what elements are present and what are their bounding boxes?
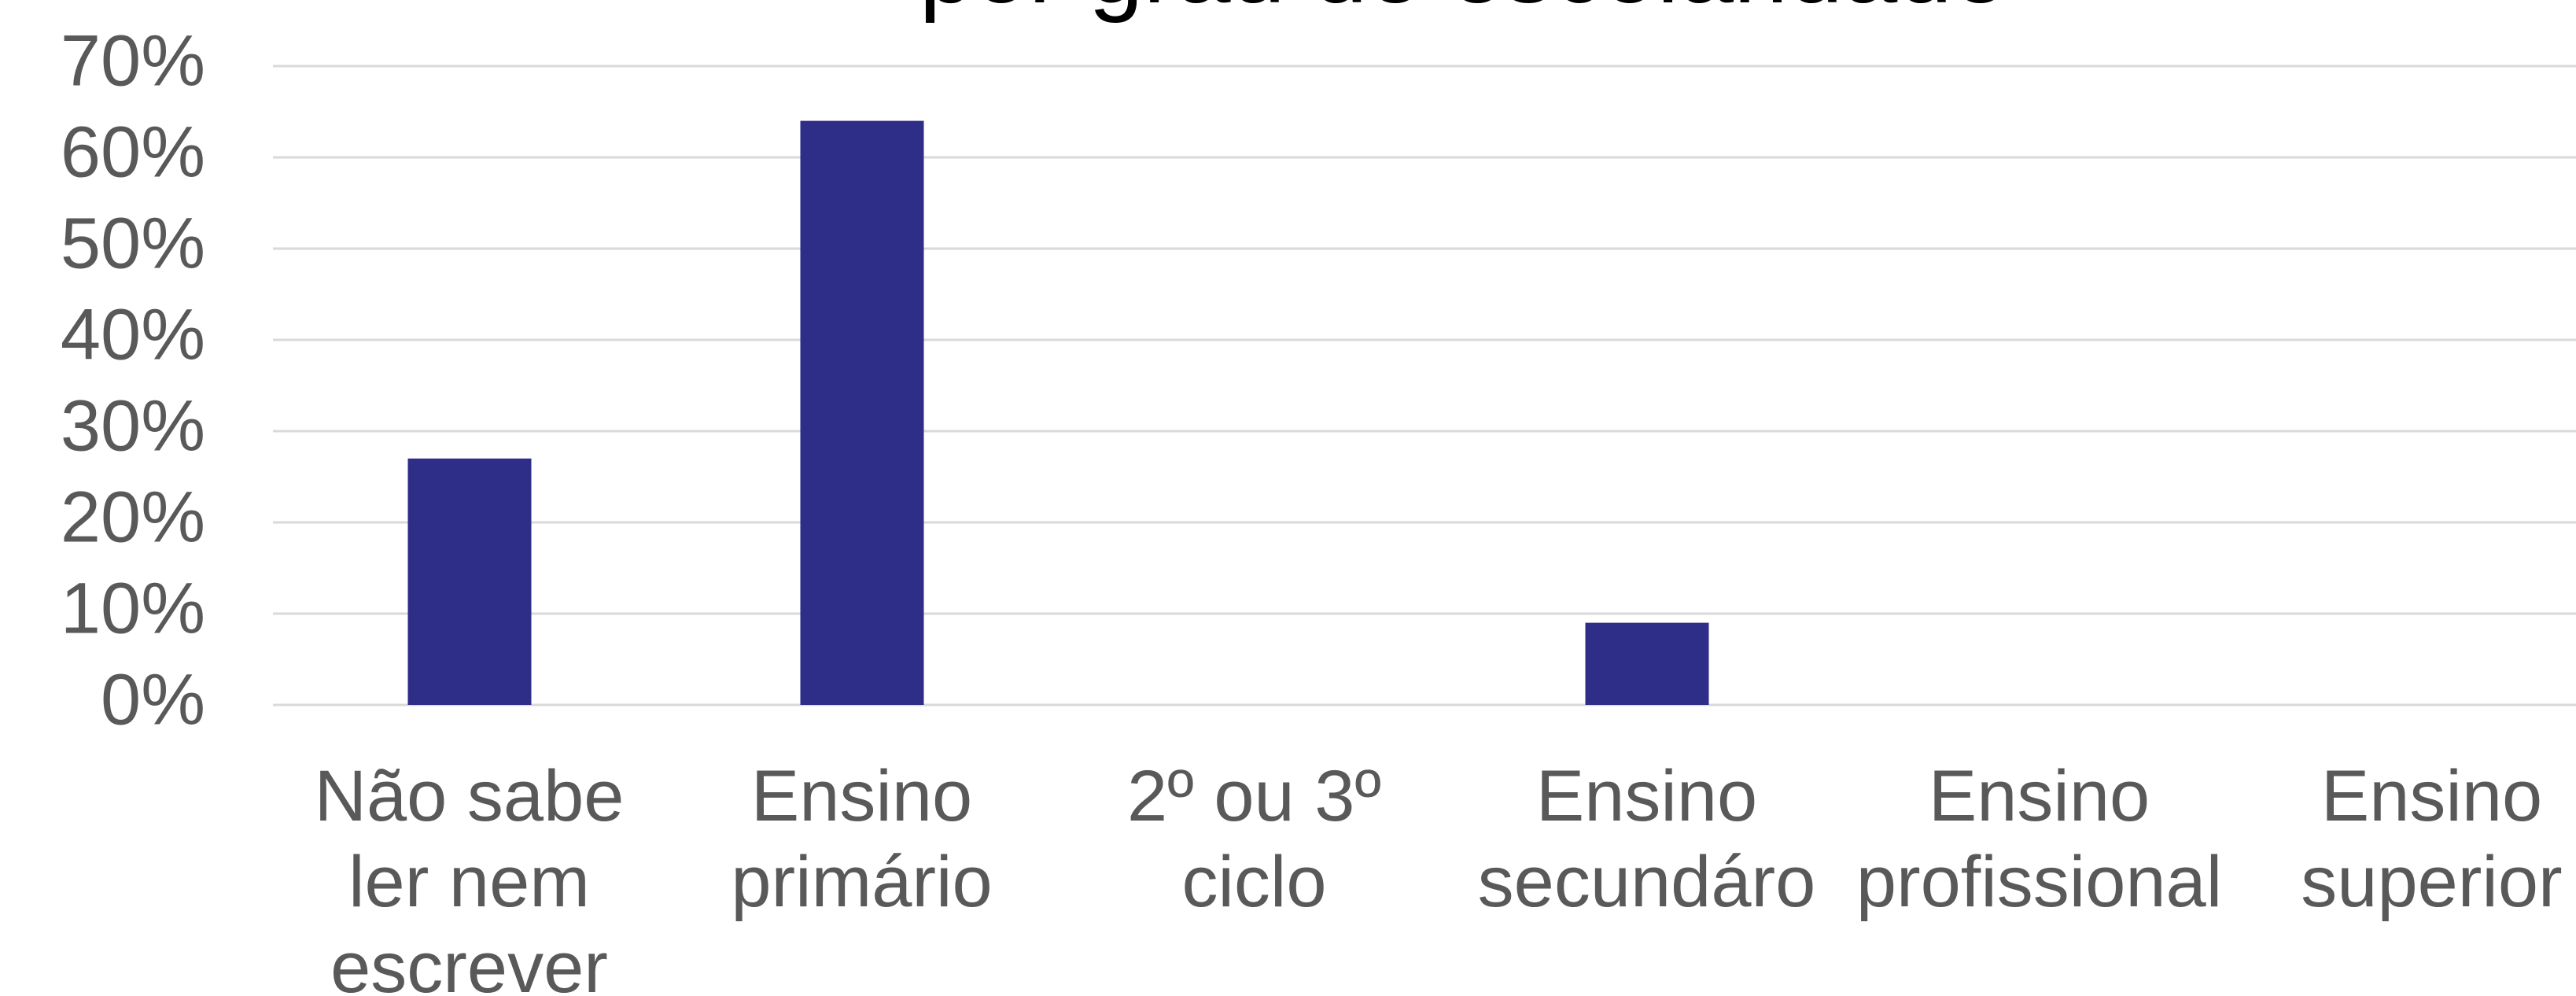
chart-title: por grau de escolaridade [919,0,2007,24]
y-tick-label: 0% [101,659,205,740]
y-tick-label: 60% [61,112,205,192]
y-tick-label: 50% [61,203,205,283]
x-tick-label: Não sabe ler nem escrever [314,756,625,996]
bar [800,120,924,706]
y-tick-label: 70% [61,20,205,101]
x-tick-label: Ensino secundáro [1477,756,1816,922]
x-tick-label: Ensino profissional [1856,756,2223,922]
y-tick-label: 20% [61,477,205,557]
x-tick-label: Ensino superior [2301,756,2563,922]
y-tick-label: 30% [61,385,205,466]
x-tick-label: 2º ou 3º ciclo [1127,756,1381,922]
y-tick-label: 40% [61,294,205,374]
x-tick-label: Ensino primário [731,756,993,922]
bar [1585,622,1709,705]
bar [407,458,532,705]
y-tick-label: 10% [61,568,205,648]
